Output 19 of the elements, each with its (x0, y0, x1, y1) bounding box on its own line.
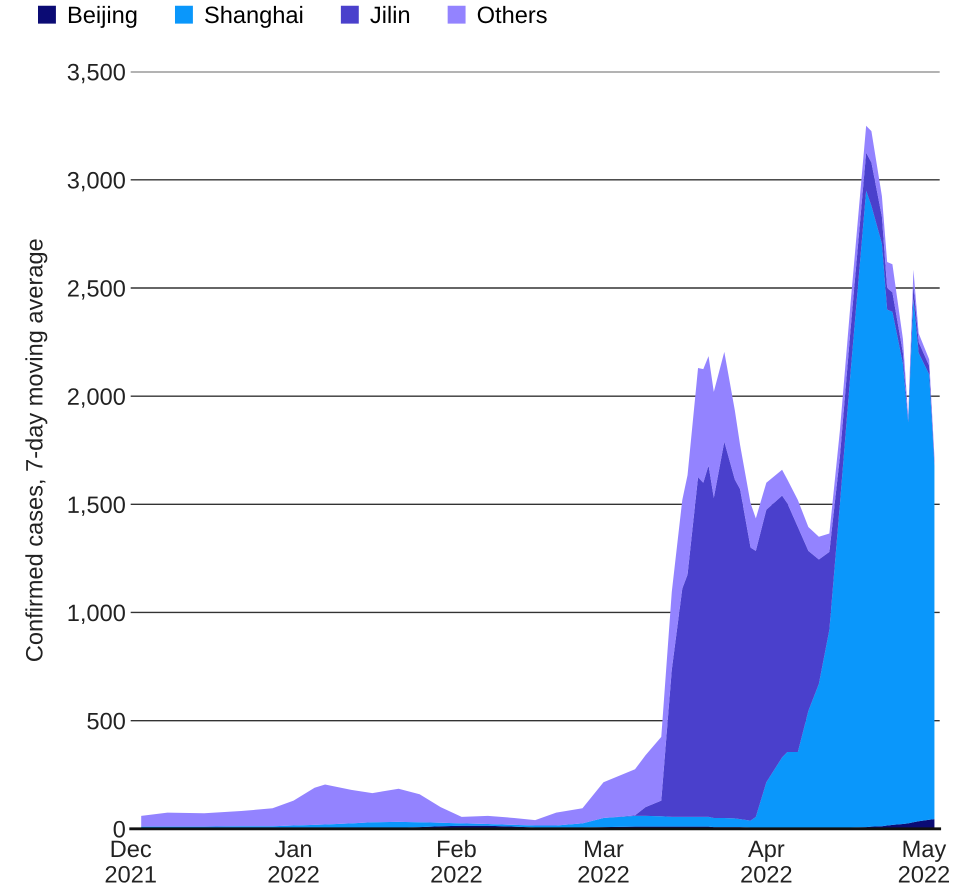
legend-label: Shanghai (205, 6, 302, 28)
x-tick-label: Apr 2022 (741, 840, 792, 883)
y-tick-label: 1,500 (68, 496, 125, 516)
x-tick-label: Feb 2022 (431, 840, 482, 883)
legend-label: Jilin (370, 6, 410, 24)
y-tick-label: 2,500 (68, 280, 125, 300)
y-tick-label: 0 (114, 820, 125, 838)
y-tick-label: 3,500 (68, 64, 125, 84)
x-tick-label: Dec 2021 (106, 840, 156, 883)
y-axis-title: Confirmed cases, 7-day moving average (25, 239, 48, 661)
y-tick-label: 3,000 (68, 172, 125, 192)
x-tick-label: May 2022 (898, 840, 950, 883)
x-tick-label: Jan 2022 (268, 840, 319, 883)
x-tick-label: Mar 2022 (578, 840, 629, 883)
legend-label: Others (478, 6, 547, 24)
y-tick-label: 500 (87, 712, 125, 730)
legend-label: Beijing (68, 6, 136, 28)
y-tick-label: 2,000 (68, 388, 125, 408)
y-tick-label: 1,000 (68, 604, 125, 624)
